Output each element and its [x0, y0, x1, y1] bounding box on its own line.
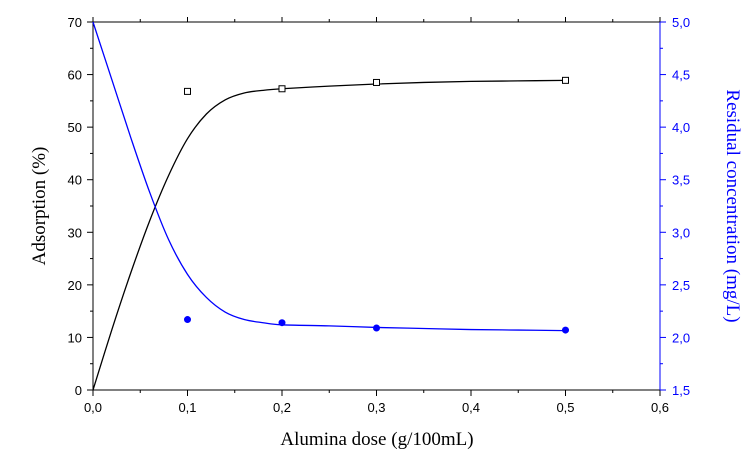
x-tick-label: 0,4 [462, 400, 480, 415]
y-tick-label: 0 [75, 383, 82, 398]
y-tick-label: 70 [68, 15, 82, 30]
data-point-series-1 [562, 76, 569, 84]
data-point-series-2 [184, 316, 191, 324]
data-point-series-2 [373, 324, 380, 332]
y-tick-label: 20 [68, 278, 82, 293]
fit-curve-series-1 [92, 79, 566, 391]
y2-tick-label: 4,0 [672, 120, 690, 135]
x-tick-label: 0,2 [273, 400, 291, 415]
x-tick-label: 0,6 [651, 400, 669, 415]
y2-tick-label: 3,5 [672, 173, 690, 188]
data-point-series-2 [562, 326, 569, 334]
y2-axis-label: Residual concentration (mg/L) [722, 89, 742, 322]
y2-tick-label: 5,0 [672, 15, 690, 30]
y-tick-label: 50 [68, 120, 82, 135]
y2-tick-label: 1,5 [672, 383, 690, 398]
y-tick-label: 40 [68, 173, 82, 188]
y2-tick-label: 2,0 [672, 330, 690, 345]
x-tick-label: 0,0 [84, 400, 102, 415]
data-point-series-1 [373, 78, 380, 86]
data-point-series-1 [184, 87, 191, 95]
y-tick-label: 30 [68, 225, 82, 240]
x-axis-label: Alumina dose (g/100mL) [280, 429, 473, 450]
fit-curve-series-2 [92, 21, 566, 332]
y2-tick-label: 4,5 [672, 68, 690, 83]
x-tick-label: 0,5 [556, 400, 574, 415]
data-point-series-2 [278, 319, 286, 327]
data-point-series-1 [278, 85, 286, 93]
y-axis-label: Adsorption (%) [29, 147, 50, 266]
y-tick-label: 60 [68, 68, 82, 83]
x-tick-label: 0,3 [367, 400, 385, 415]
y2-tick-label: 2,5 [672, 278, 690, 293]
y-tick-label: 10 [68, 330, 82, 345]
y2-tick-label: 3,0 [672, 225, 690, 240]
x-tick-label: 0,1 [178, 400, 196, 415]
